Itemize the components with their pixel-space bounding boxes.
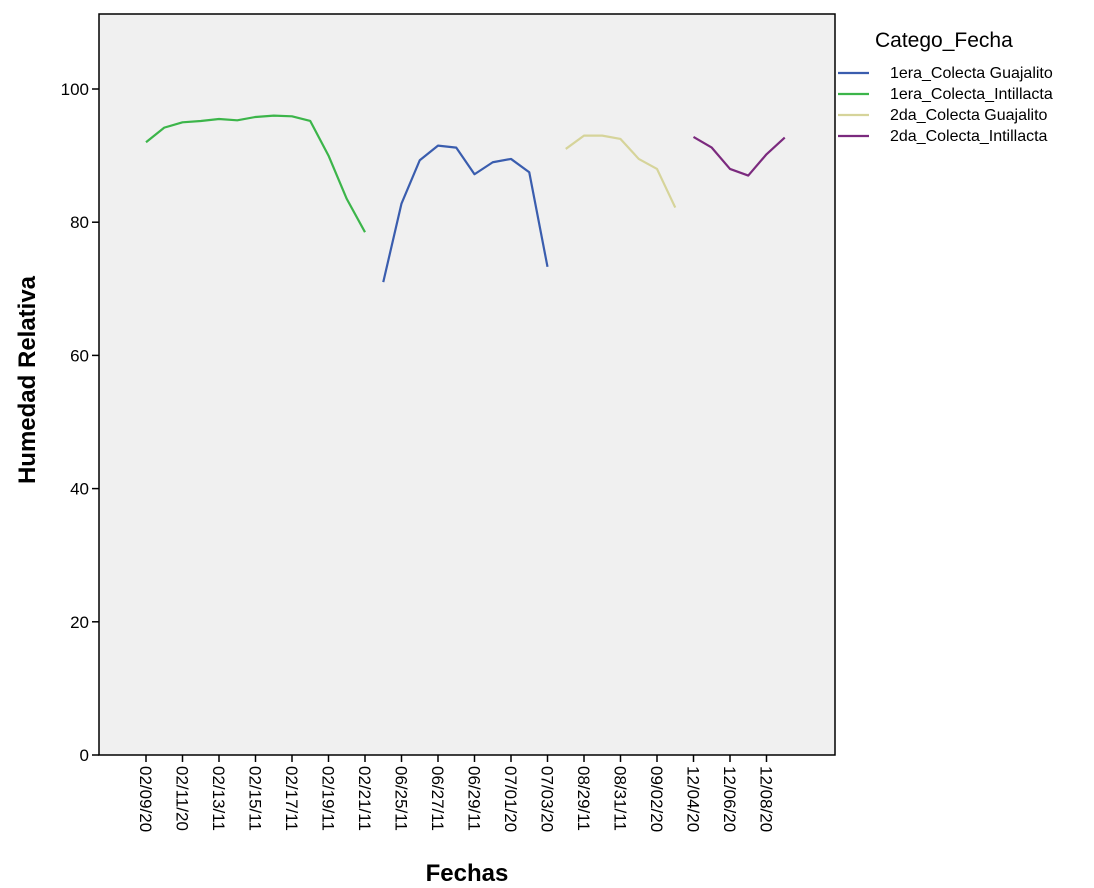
x-axis: 02/09/20 02/11/20 02/13/11 02/15/11 02/17/11… — [136, 755, 776, 832]
x-tick-label: 02/11/20 — [173, 766, 192, 831]
x-tick-label: 06/25/11 — [392, 766, 411, 831]
y-tick-label: 20 — [70, 613, 89, 632]
legend-label: 2da_Colecta_Intillacta — [890, 128, 1048, 145]
x-tick-label: 07/03/20 — [538, 766, 557, 832]
x-tick-label: 06/29/11 — [465, 766, 484, 831]
series-lines — [145, 114, 786, 283]
y-axis: 0 20 40 60 80 100 — [61, 80, 99, 765]
series-line-1era-colecta-guajalito — [382, 144, 549, 283]
y-tick-label: 60 — [70, 346, 89, 365]
x-tick-label: 02/21/11 — [355, 766, 374, 831]
x-tick-label: 06/27/11 — [428, 766, 447, 831]
y-tick-label: 100 — [61, 80, 89, 99]
x-tick-label: 12/04/20 — [684, 766, 703, 832]
x-tick-label: 02/13/11 — [209, 766, 228, 831]
x-axis-title: Fechas — [426, 860, 509, 887]
x-tick-label: 02/15/11 — [246, 766, 265, 831]
legend-label: 1era_Colecta_Intillacta — [890, 86, 1053, 103]
x-tick-label: 02/09/20 — [136, 766, 155, 832]
legend-label: 1era_Colecta Guajalito — [890, 65, 1053, 82]
series-line-2da-colecta-intillacta — [692, 136, 786, 177]
y-axis-title: Humedad Relativa — [14, 275, 41, 484]
x-tick-label: 12/06/20 — [720, 766, 739, 832]
y-tick-label: 40 — [70, 480, 89, 499]
legend-label: 2da_Colecta Guajalito — [890, 107, 1048, 124]
x-tick-label: 09/02/20 — [647, 766, 666, 832]
x-tick-label: 08/29/11 — [574, 766, 593, 831]
y-tick-label: 0 — [80, 746, 89, 765]
series-line-1era-colecta-intillacta — [145, 114, 366, 233]
x-tick-label: 02/19/11 — [319, 766, 338, 831]
y-tick-label: 80 — [70, 213, 89, 232]
legend: Catego_Fecha 1era_Colecta Guajalito 1era_… — [838, 29, 1053, 145]
x-tick-label: 12/08/20 — [757, 766, 776, 832]
series-line-2da-colecta-guajalito — [565, 134, 677, 209]
plot-area — [98, 13, 836, 756]
legend-title: Catego_Fecha — [875, 29, 1013, 52]
x-tick-label: 08/31/11 — [611, 766, 630, 831]
x-tick-label: 07/01/20 — [501, 766, 520, 832]
x-tick-label: 02/17/11 — [282, 766, 301, 831]
